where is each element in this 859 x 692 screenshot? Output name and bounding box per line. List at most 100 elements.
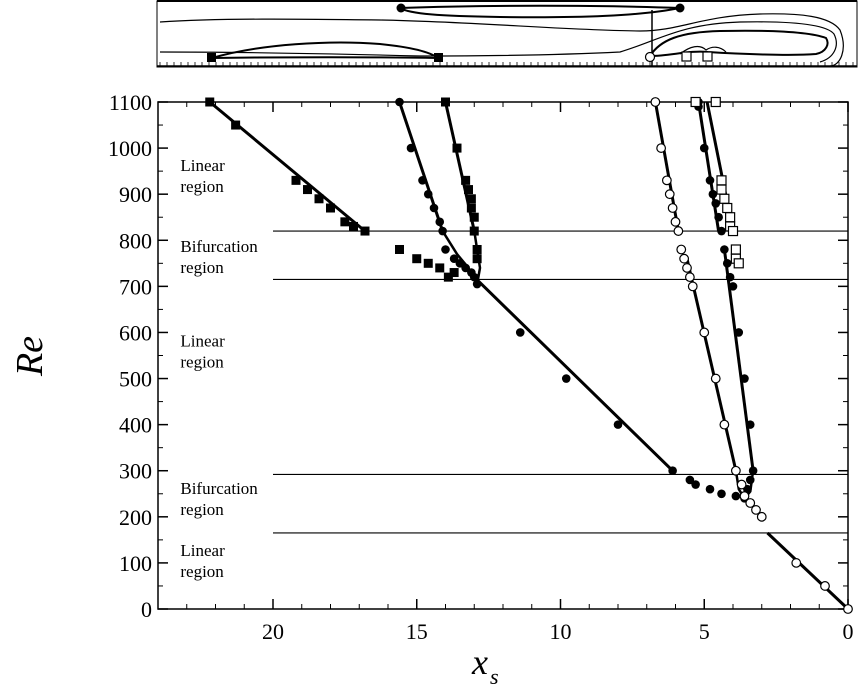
y-tick-label: 800 <box>119 228 152 253</box>
data-point-filled-circle <box>722 259 732 268</box>
data-point-filled-square <box>461 175 471 185</box>
data-point-filled-circle <box>728 282 738 291</box>
fit-line <box>685 258 738 472</box>
data-point-filled-square <box>472 254 482 264</box>
upper-recirculation-bubble <box>396 4 681 19</box>
data-point-filled-circle <box>469 272 479 282</box>
data-point-filled-square <box>231 120 241 130</box>
data-point-filled-square <box>205 97 215 107</box>
data-point-filled-square <box>469 226 479 236</box>
data-point-filled-circle <box>691 480 700 489</box>
inset-frame <box>156 0 858 68</box>
data-point-filled-circle <box>438 226 447 236</box>
lower-recirculation-bubble <box>211 41 442 60</box>
data-point-filled-circle <box>711 199 721 208</box>
data-point-open-circle <box>719 419 730 430</box>
data-point-open-circle <box>745 498 756 508</box>
data-point-filled-square <box>340 217 350 227</box>
data-point-open-square <box>730 244 741 255</box>
data-point-open-circle <box>791 558 802 568</box>
y-tick-label: 700 <box>119 274 152 299</box>
data-point-filled-square <box>314 194 324 204</box>
data-point-filled-circle <box>406 143 416 153</box>
y-tick-label: 400 <box>119 413 152 438</box>
data-point-open-circle <box>673 226 684 236</box>
axis-tick-labels: 20 15 10 5 001002003004005006007008009001000… <box>108 90 854 644</box>
data-point-open-circle <box>687 281 698 292</box>
region-label-line: Linear <box>180 156 225 175</box>
region-labels: Linear region Bifurcation region Linear regio… <box>180 156 258 581</box>
data-point-filled-square <box>472 244 482 254</box>
inset-marker-filled-square <box>207 53 216 62</box>
region-label-line: Linear <box>180 541 225 560</box>
data-point-open-circle <box>667 203 678 213</box>
data-point-open-square <box>690 96 701 108</box>
data-point-filled-circle <box>705 484 715 494</box>
region-label-line: Linear <box>180 331 225 350</box>
data-point-filled-circle <box>515 328 525 337</box>
data-markers <box>205 96 853 614</box>
region-label-line: Bifurcation <box>180 237 258 256</box>
fit-line <box>697 101 721 232</box>
y-tick-label: 200 <box>119 505 152 530</box>
x-axis-title-subscript: s <box>490 664 499 689</box>
region-boundaries <box>273 230 848 534</box>
data-point-filled-square <box>466 194 476 204</box>
data-point-filled-square <box>466 203 476 213</box>
region-label: Bifurcation region <box>180 237 258 277</box>
data-point-filled-circle <box>441 245 450 254</box>
y-tick-label: 900 <box>119 182 152 207</box>
region-label: Linear region <box>180 331 225 371</box>
data-point-filled-square <box>443 272 453 282</box>
data-point-filled-square <box>469 212 479 222</box>
fit-line <box>766 531 850 611</box>
data-point-filled-square <box>412 254 422 264</box>
data-point-filled-square <box>360 226 370 236</box>
data-point-filled-circle <box>708 189 718 199</box>
y-tick-label: 1000 <box>108 136 152 161</box>
data-point-filled-square <box>449 268 459 278</box>
streamline-outer <box>159 13 844 67</box>
data-point-filled-square <box>395 244 404 254</box>
data-point-filled-circle <box>731 491 741 501</box>
x-axis-title: x <box>471 642 488 682</box>
region-label-line: region <box>180 500 224 519</box>
data-point-filled-square <box>349 221 358 231</box>
data-point-filled-circle <box>461 263 470 273</box>
data-point-filled-circle <box>734 328 744 337</box>
inset-marker-open-circle <box>644 51 656 63</box>
data-point-filled-square <box>291 175 301 185</box>
data-point-open-circle <box>656 143 667 153</box>
data-point-filled-circle <box>435 217 445 227</box>
region-label: Bifurcation region <box>180 479 258 519</box>
region-label: Linear region <box>180 156 225 196</box>
data-point-open-square <box>716 184 727 195</box>
data-point-open-square <box>733 258 744 269</box>
data-point-open-circle <box>756 511 767 522</box>
y-tick-label: 0 <box>141 597 152 622</box>
data-point-open-circle <box>670 216 681 227</box>
data-point-filled-square <box>303 185 312 195</box>
data-point-open-circle <box>751 505 761 515</box>
plot-area: 20 15 10 5 001002003004005006007008009001000… <box>108 90 854 644</box>
data-point-filled-circle <box>748 466 758 476</box>
data-point-filled-circle <box>423 189 433 199</box>
y-tick-label: 1100 <box>109 90 152 115</box>
y-tick-label: 300 <box>119 459 152 484</box>
x-tick-label: 10 <box>550 619 572 644</box>
data-point-filled-circle <box>472 279 482 289</box>
data-point-open-circle <box>736 479 747 490</box>
data-point-filled-circle <box>714 212 723 222</box>
data-point-filled-square <box>452 143 462 153</box>
data-point-open-circle <box>676 244 687 255</box>
data-point-filled-circle <box>717 226 726 236</box>
secondary-eddy <box>679 45 727 55</box>
data-point-filled-circle <box>705 176 715 185</box>
data-point-open-circle <box>664 189 675 200</box>
data-point-filled-square <box>464 185 473 195</box>
data-point-open-square <box>710 96 721 108</box>
data-point-open-circle <box>739 491 750 501</box>
data-point-filled-square <box>441 97 450 107</box>
data-point-filled-circle <box>561 374 571 383</box>
data-point-filled-circle <box>455 259 465 268</box>
